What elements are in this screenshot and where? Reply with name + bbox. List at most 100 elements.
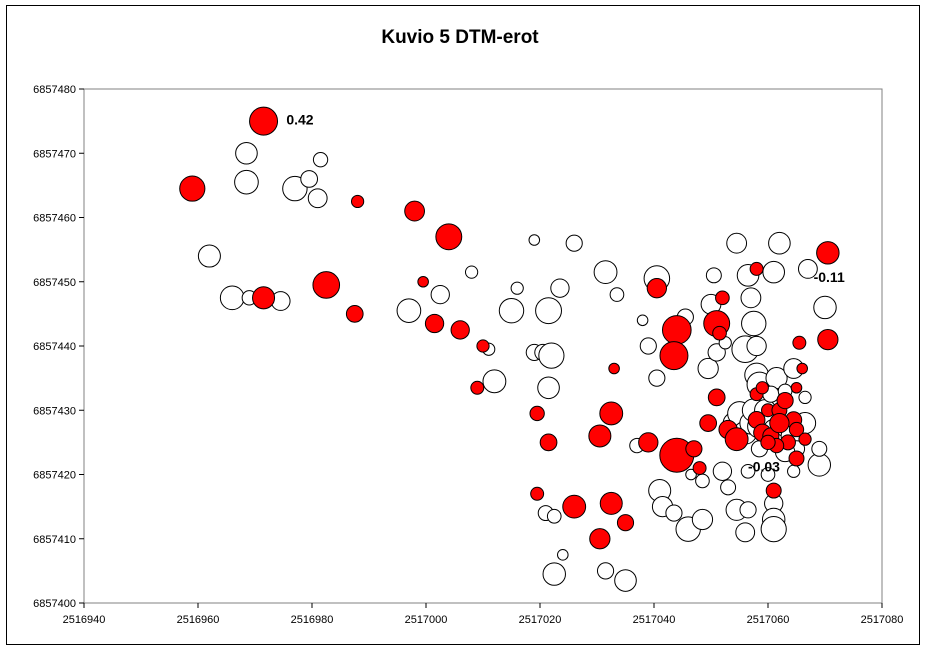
annotation-layer: 0.42 -0.11 -0.03 <box>286 111 845 474</box>
negative-bubble <box>235 141 258 165</box>
positive-bubble <box>724 427 749 452</box>
positive-bubble <box>692 461 707 476</box>
negative-bubble <box>741 310 767 337</box>
chart-title: Kuvio 5 DTM-erot <box>381 27 539 48</box>
negative-bubble <box>609 287 625 302</box>
negative-bubble <box>695 473 710 489</box>
negative-bubble <box>282 175 308 202</box>
positive-bubble <box>312 271 341 299</box>
x-tick-label: 2516940 <box>63 614 106 626</box>
positive-bubble <box>749 261 764 276</box>
positive-bubble <box>788 421 805 438</box>
negative-bubble <box>648 369 666 387</box>
negative-bubble <box>707 343 726 362</box>
positive-bubble <box>769 412 790 434</box>
positive-bubble <box>529 405 545 422</box>
negative-bubble <box>307 188 328 209</box>
positive-bubble <box>404 200 425 222</box>
positive-bubble <box>685 440 703 458</box>
positive-bubble <box>588 424 612 448</box>
negative-bubble <box>760 516 787 543</box>
negative-bubble <box>596 562 615 580</box>
y-tick-label: 6857460 <box>33 213 76 225</box>
positive-bubble <box>616 514 635 532</box>
negative-bubble <box>565 234 583 252</box>
negative-bubble <box>797 258 818 279</box>
negative-bubble <box>639 337 657 355</box>
negative-bubble <box>636 314 649 327</box>
positive-bubble <box>760 434 776 451</box>
negative-bubble <box>300 170 319 188</box>
negative-bubble <box>538 342 565 369</box>
x-tick-label: 2517080 <box>861 614 904 626</box>
negative-bubble <box>811 440 828 457</box>
negative-bubble <box>787 464 801 478</box>
positive-bubble <box>530 486 545 501</box>
positive-bubble <box>599 491 623 515</box>
positive-bubble <box>788 450 805 467</box>
negative-bubble <box>546 508 562 524</box>
positive-bubble <box>599 401 624 426</box>
negative-bubble <box>720 479 737 496</box>
x-axis: 2516940 2516960 2516980 2517000 2517020 25170… <box>63 603 904 626</box>
x-tick-label: 2516960 <box>177 614 220 626</box>
negative-bubble <box>712 461 733 481</box>
positive-bubble <box>435 223 463 251</box>
negative-bubble <box>768 231 791 255</box>
negative-bubble <box>528 234 541 246</box>
negative-bubble <box>557 549 569 561</box>
positive-bubble <box>417 275 429 288</box>
positive-bubble <box>817 328 839 351</box>
positive-bubble <box>798 432 812 446</box>
positive-bubble <box>638 432 659 453</box>
positive-bubble <box>765 482 782 499</box>
negative-bubble <box>234 169 259 195</box>
positive-bubble <box>715 290 730 306</box>
negative-bubble <box>430 284 450 305</box>
x-tick-label: 2517020 <box>519 614 562 626</box>
positive-bubble <box>350 194 365 209</box>
negative-bubble <box>685 468 697 481</box>
negative-bubble <box>726 232 748 254</box>
positive-bubble <box>539 433 558 452</box>
positive-bubble <box>792 335 807 350</box>
data-label: -0.11 <box>814 269 845 285</box>
positive-bubble <box>796 362 808 375</box>
y-tick-label: 6857450 <box>33 277 76 289</box>
positive-bubble <box>816 241 840 265</box>
negative-bubble <box>614 569 637 592</box>
negative-bubble <box>735 522 756 543</box>
data-label: 0.42 <box>286 111 313 127</box>
negative-bubble <box>807 453 832 477</box>
negative-bubble <box>542 562 566 586</box>
negative-bubble <box>312 152 329 168</box>
y-tick-label: 6857440 <box>33 341 76 353</box>
negative-bubble <box>197 244 221 268</box>
positive-bubble <box>589 528 611 550</box>
x-tick-label: 2517060 <box>747 614 790 626</box>
negative-bubble <box>705 267 722 284</box>
positive-bubble <box>755 381 769 395</box>
y-tick-label: 6857410 <box>33 534 76 546</box>
negative-bubble <box>739 501 757 519</box>
positive-bubble <box>450 320 470 340</box>
positive-bubble <box>252 286 276 310</box>
positive-bubble <box>249 106 279 136</box>
negative-bubble <box>219 285 245 311</box>
positive-bubble <box>562 494 587 519</box>
positive-bubble <box>712 325 727 341</box>
y-axis: 6857400 6857410 6857420 6857430 6857440 68574… <box>33 84 84 610</box>
positive-bubble <box>608 362 620 375</box>
negative-bubble <box>746 335 767 357</box>
negative-bubble <box>498 297 525 324</box>
x-tick-label: 2517000 <box>405 614 448 626</box>
y-tick-label: 6857420 <box>33 470 76 482</box>
negative-bubble <box>535 297 562 325</box>
negative-bubble <box>665 504 683 522</box>
positive-bubble <box>707 388 726 407</box>
x-tick-label: 2516980 <box>291 614 334 626</box>
positive-bubble <box>179 175 206 202</box>
negative-bubble <box>593 260 618 285</box>
negative-bubble <box>510 281 524 295</box>
